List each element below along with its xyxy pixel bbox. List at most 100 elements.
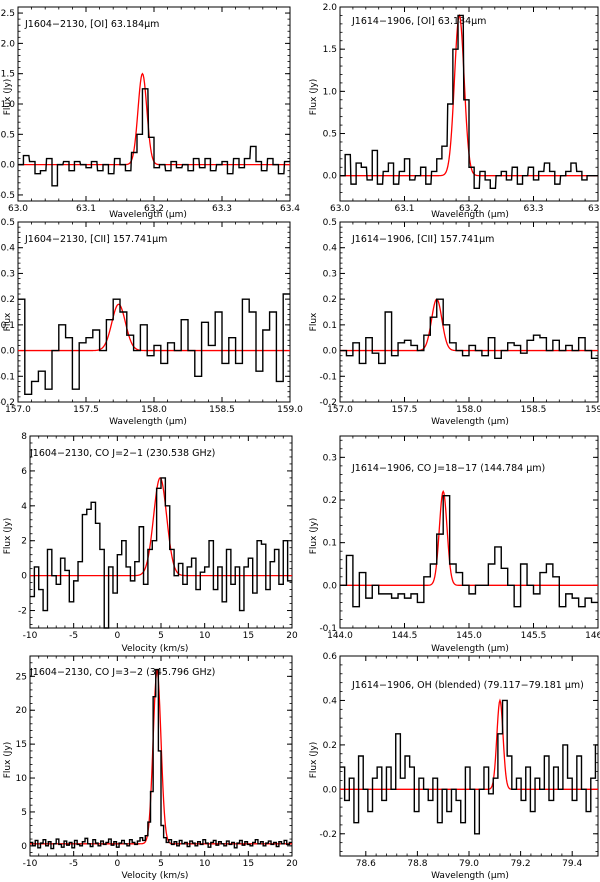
y-axis-label: Flux (Jy) <box>309 518 319 555</box>
y-tick-label: 0.2 <box>323 295 337 305</box>
y-tick-label: 0.5 <box>323 130 337 140</box>
y-tick-label: 0 <box>21 572 27 582</box>
y-tick-label: 15 <box>16 740 27 750</box>
spectrum-step-line <box>30 668 292 850</box>
y-tick-label: 0.5 <box>1 130 15 140</box>
y-tick-label: 0.2 <box>323 741 337 751</box>
ticks: 144.0 144.5 145.0 145.5 146.0 -0.1 0.0 0.1 0.2 0.… <box>319 436 600 641</box>
panel-8: J1614−1906, OH (blended) (79.117−79.181 … <box>309 652 599 881</box>
y-tick-label: 10 <box>16 774 28 784</box>
panel-title: J1604−2130, CO J=3−2 (345.796 GHz) <box>29 667 215 678</box>
y-tick-label: -0.5 <box>0 191 15 201</box>
ticks: 63.0 63.1 63.2 63.3 63.4 -0.5 0.0 0.5 1.0 1.5 2.0 2… <box>0 6 300 214</box>
plot-frame <box>339 221 599 403</box>
x-axis-label: Wavelength (μm) <box>109 210 187 220</box>
y-tick-label: 0.0 <box>1 161 16 171</box>
panel-6: J1614−1906, CO J=18−17 (144.784 μm) Wave… <box>309 435 600 654</box>
y-tick-label: 0.0 <box>323 581 338 591</box>
x-tick-label: 63.4 <box>280 204 300 214</box>
y-tick-label: -0.2 <box>0 398 15 408</box>
y-tick-label: 1.0 <box>323 87 338 97</box>
x-tick-label: 63.3 <box>523 204 543 214</box>
x-tick-label: 144.0 <box>327 631 353 641</box>
y-axis-label: Flux (Jy) <box>309 79 319 116</box>
panel-title: J1604−2130, [CII] 157.741μm <box>24 234 167 245</box>
y-tick-label: 0.5 <box>1 218 15 228</box>
panel-title: J1604−2130, CO J=2−1 (230.538 GHz) <box>29 448 215 459</box>
y-tick-label: 0.3 <box>323 269 337 279</box>
panel-title: J1614−1906, CO J=18−17 (144.784 μm) <box>351 463 545 474</box>
y-tick-label: 0.3 <box>1 269 15 279</box>
spectrum-step-line <box>18 88 290 187</box>
y-tick-label: 0.2 <box>1 295 15 305</box>
panel-1: J1604−2130, [OI] 63.184μm Wavelength (μm… <box>0 6 300 220</box>
x-tick-label: 10 <box>199 859 211 869</box>
y-axis-label: Flux <box>3 312 13 331</box>
x-axis-label: Wavelength (μm) <box>431 644 509 654</box>
x-tick-label: 63.1 <box>394 204 414 214</box>
x-tick-label: 5 <box>158 631 164 641</box>
ticks: 63.0 63.1 63.2 63.3 63.4 0.0 0.5 1.0 1.5 2.0 <box>323 3 600 214</box>
x-tick-label: 63.0 <box>330 204 350 214</box>
x-tick-label: 78.6 <box>356 859 376 869</box>
fit-layer <box>340 698 598 790</box>
panel-5: J1604−2130, CO J=2−1 (230.538 GHz) Veloc… <box>3 432 298 654</box>
x-tick-label: 20 <box>286 631 298 641</box>
axes-frame <box>339 221 599 403</box>
x-axis-label: Velocity (km/s) <box>122 644 189 654</box>
x-tick-label: 145.5 <box>521 631 547 641</box>
y-tick-label: -0.1 <box>319 372 337 382</box>
y-tick-label: -0.2 <box>319 398 337 408</box>
y-tick-label: 0.3 <box>323 453 337 463</box>
x-tick-label: 145.0 <box>456 631 482 641</box>
y-tick-label: 6 <box>21 467 27 477</box>
y-tick-label: 0 <box>21 842 27 852</box>
x-axis-label: Velocity (km/s) <box>122 871 189 881</box>
ticks: -10 -5 0 5 10 15 20 -2 0 2 4 6 8 <box>18 432 298 641</box>
x-tick-label: 63.4 <box>588 204 600 214</box>
panel-title: J1614−1906, [CII] 157.741μm <box>351 234 494 245</box>
spectrum-step-line <box>30 477 292 629</box>
x-tick-label: 157.0 <box>5 405 31 415</box>
x-tick-label: 158.0 <box>141 405 167 415</box>
y-tick-label: 0.4 <box>323 696 338 706</box>
ticks: 157.0 157.5 158.0 158.5 159.0 -0.2 -0.1 0.0 0.1 0… <box>319 218 600 415</box>
y-tick-label: 0.4 <box>323 244 338 254</box>
y-tick-label: 25 <box>16 672 27 682</box>
x-tick-label: -10 <box>23 859 38 869</box>
x-tick-label: -10 <box>23 631 38 641</box>
x-tick-label: 146.0 <box>585 631 600 641</box>
y-tick-label: 0.0 <box>323 785 338 795</box>
gaussian-fit-line <box>340 698 598 790</box>
plot-frame <box>17 6 291 202</box>
ticks: -10 -5 0 5 10 15 20 0 5 10 15 20 25 <box>16 655 298 869</box>
x-tick-label: 78.8 <box>407 859 427 869</box>
panel-title: J1614−1906, [OI] 63.184μm <box>351 16 486 27</box>
x-tick-label: 79.2 <box>511 859 531 869</box>
x-tick-label: 79.0 <box>459 859 479 869</box>
spectrum-layer <box>30 477 292 629</box>
x-tick-label: 157.0 <box>327 405 353 415</box>
panel-2: J1614−1906, [OI] 63.184μm Wavelength (μm… <box>309 3 600 220</box>
x-tick-label: 63.2 <box>144 204 164 214</box>
x-tick-label: 158.0 <box>456 405 482 415</box>
x-tick-label: 63.2 <box>459 204 479 214</box>
x-tick-label: -5 <box>69 631 78 641</box>
x-tick-label: 20 <box>286 859 298 869</box>
y-tick-label: 0.2 <box>323 496 337 506</box>
x-tick-label: 144.5 <box>392 631 418 641</box>
y-tick-label: -0.1 <box>319 624 337 634</box>
y-tick-label: 0.0 <box>323 347 338 357</box>
y-tick-label: 2.0 <box>1 39 16 49</box>
y-tick-label: 5 <box>21 808 27 818</box>
y-axis-label: Flux <box>309 312 319 331</box>
y-tick-label: -2 <box>18 607 27 617</box>
x-axis-label: Wavelength (μm) <box>431 871 509 881</box>
x-tick-label: 157.5 <box>73 405 99 415</box>
panel-title: J1614−1906, OH (blended) (79.117−79.181 … <box>351 680 584 691</box>
y-tick-label: 20 <box>16 706 28 716</box>
spectrum-step-line <box>340 495 598 608</box>
panel-3: J1604−2130, [CII] 157.741μm Wavelength (… <box>0 218 303 427</box>
x-tick-label: 158.5 <box>209 405 235 415</box>
